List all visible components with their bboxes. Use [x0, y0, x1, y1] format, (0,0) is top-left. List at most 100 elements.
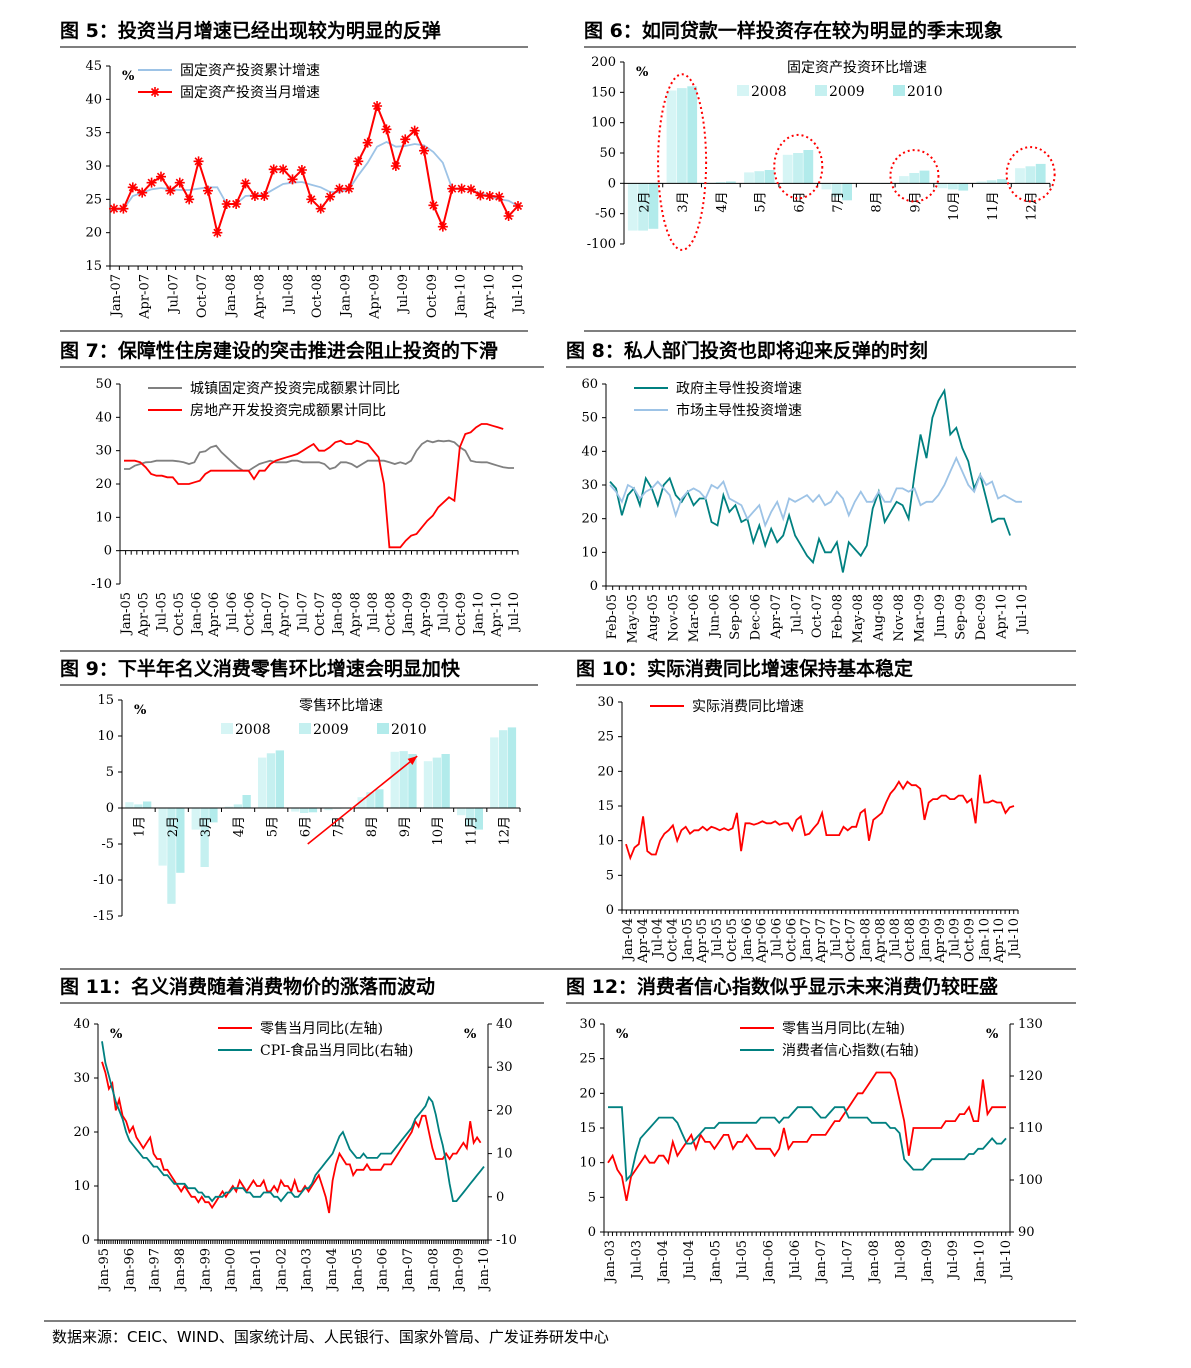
x-tick-label: Jan-00: [224, 1248, 239, 1292]
y-tick-label: 25: [579, 1052, 596, 1067]
figure-7-title: 图 7：保障性住房建设的突击推进会阻止投资的下滑: [60, 340, 498, 362]
series-point-2: [165, 185, 176, 196]
x-tick-label: Jun-06: [708, 594, 723, 639]
x-tick-label: Aug-05: [646, 594, 661, 642]
y-tick-label: 60: [581, 377, 598, 392]
x-tick-label: Oct-08: [384, 592, 399, 636]
y2-tick-label: 100: [1018, 1173, 1043, 1188]
x-tick-label: Feb-08: [831, 594, 846, 639]
chart-figure-11: 0 10 20 30 40 -10 0 10 20 30 40% % Jan-95 Jan-96 Jan-9…: [73, 1017, 516, 1292]
x-tick-label: Mar-06: [687, 594, 702, 642]
x-tick-label: Nov-08: [892, 594, 907, 641]
unit-label: %: [636, 65, 649, 80]
series-point-2: [231, 199, 242, 209]
series-point-2: [353, 156, 364, 167]
x-tick-label: Oct-06: [784, 918, 799, 962]
y-tick-label: 20: [85, 226, 102, 241]
series-line-1: [124, 439, 514, 472]
x-tick-label: Jan-05: [709, 1240, 724, 1284]
y-tick-label: 20: [73, 1125, 90, 1140]
figure-10: 图 10：实际消费同比增速保持基本稳定 0 5 10 15 20 25 30 Jan-04 Ap…: [576, 654, 1076, 966]
x-tick-label: Jan-04: [621, 918, 636, 962]
x-tick-label: Jul-08: [281, 274, 296, 315]
x-tick-label: Apr-08: [348, 592, 363, 638]
y-tick-label: 50: [599, 146, 616, 161]
x-tick-label: Apr-10: [995, 594, 1010, 640]
bar-2009: [266, 753, 276, 808]
x-tick-label: 5月: [754, 191, 769, 212]
x-tick-label: Jul-05: [735, 1240, 750, 1281]
x-tick-label: Jan-08: [859, 918, 874, 962]
x-tick-label: Jul-08: [893, 1240, 908, 1281]
y-tick-label: 30: [95, 444, 112, 459]
bar-2010: [408, 754, 417, 808]
x-tick-label: Jul-07: [829, 918, 844, 959]
chart-figure-5: 15 20 25 30 35 40 45% Jan-07 Apr-07 Jul-07 Oct-07 J…: [85, 59, 526, 320]
y2-tick-label: 90: [1018, 1225, 1035, 1240]
y2-tick-label: 0: [496, 1190, 504, 1205]
x-tick-label: 10月: [431, 816, 446, 846]
series-point-2: [409, 125, 420, 136]
series-point-2: [494, 191, 505, 202]
series-point-2: [127, 182, 138, 193]
y-tick-label: -50: [595, 207, 616, 222]
y-tick-label: 20: [581, 512, 598, 527]
x-tick-label: Apr-07: [769, 594, 784, 640]
x-tick-label: May-08: [851, 594, 866, 643]
x-tick-label: Jan-98: [173, 1248, 188, 1292]
x-tick-label: Dec-09: [974, 594, 989, 640]
legend-swatch: [737, 85, 749, 96]
series-point-2: [249, 191, 260, 201]
series-point-2: [137, 187, 148, 198]
bar-2009: [432, 757, 441, 808]
series-point-2: [456, 183, 467, 194]
x-tick-label: 3月: [199, 816, 214, 837]
y-tick-label: 40: [85, 92, 102, 107]
series-line-2: [101, 1041, 485, 1203]
x-tick-label: Jan-10: [477, 1248, 492, 1292]
series-line-2: [124, 423, 504, 549]
bar-2010: [1035, 163, 1046, 184]
x-tick-label: 11月: [464, 816, 479, 846]
unit-label: %: [134, 703, 147, 718]
x-tick-label: Apr-10: [992, 918, 1007, 964]
bar-2008: [899, 176, 909, 184]
series-point-2: [146, 177, 157, 188]
x-tick-label: 9月: [398, 816, 413, 837]
series-point-2: [466, 184, 477, 195]
legend-label: 消费者信心指数(右轴): [782, 1043, 919, 1059]
y2-tick-label: 120: [1018, 1069, 1043, 1084]
bar-2009: [986, 180, 997, 184]
x-tick-label: Oct-09: [454, 592, 469, 636]
y-tick-label: -100: [587, 237, 616, 252]
x-tick-label: Jan-10: [973, 1240, 988, 1284]
chart-figure-12: 0 5 10 15 20 25 30 90 100 110 120 130% % Jan-03 Jul-03…: [579, 1017, 1043, 1284]
x-tick-label: Jul-10: [999, 1240, 1014, 1281]
x-tick-label: 6月: [792, 191, 807, 212]
y-tick-label: 30: [581, 478, 598, 493]
x-tick-label: Jan-06: [740, 918, 755, 962]
x-tick-label: Jan-07: [109, 274, 124, 318]
x-tick-label: Jul-09: [948, 918, 963, 959]
figure-12-title: 图 12：消费者信心指数似乎显示未来消费仍较旺盛: [566, 976, 999, 998]
x-tick-label: Apr-06: [207, 592, 222, 638]
series-point-2: [268, 164, 279, 175]
x-tick-label: Jul-09: [946, 1240, 961, 1281]
legend-label: 房地产开发投资完成额累计同比: [190, 403, 386, 419]
x-tick-label: Oct-05: [725, 918, 740, 962]
legend-label: 2010: [907, 84, 943, 100]
bar-2010: [726, 181, 736, 184]
x-tick-label: Jan-04: [325, 1248, 340, 1292]
x-tick-label: Jan-09: [918, 918, 933, 962]
bar-2010: [242, 795, 251, 808]
legend-label: 2009: [313, 722, 349, 738]
series-point-2: [212, 227, 223, 238]
bar-2009: [200, 808, 209, 867]
x-tick-label: 5月: [265, 816, 280, 837]
x-tick-label: 4月: [232, 816, 247, 837]
y-tick-label: 50: [95, 377, 112, 392]
chart-figure-6: -100 -50 0 50 100 150 200 2月 3月 4月 5月 6月 7月 8月 9月 10月 11…: [587, 55, 1056, 252]
x-tick-label: Jul-05: [710, 918, 725, 959]
x-tick-label: Jan-07: [401, 1248, 416, 1292]
y2-tick-label: 30: [496, 1060, 513, 1075]
